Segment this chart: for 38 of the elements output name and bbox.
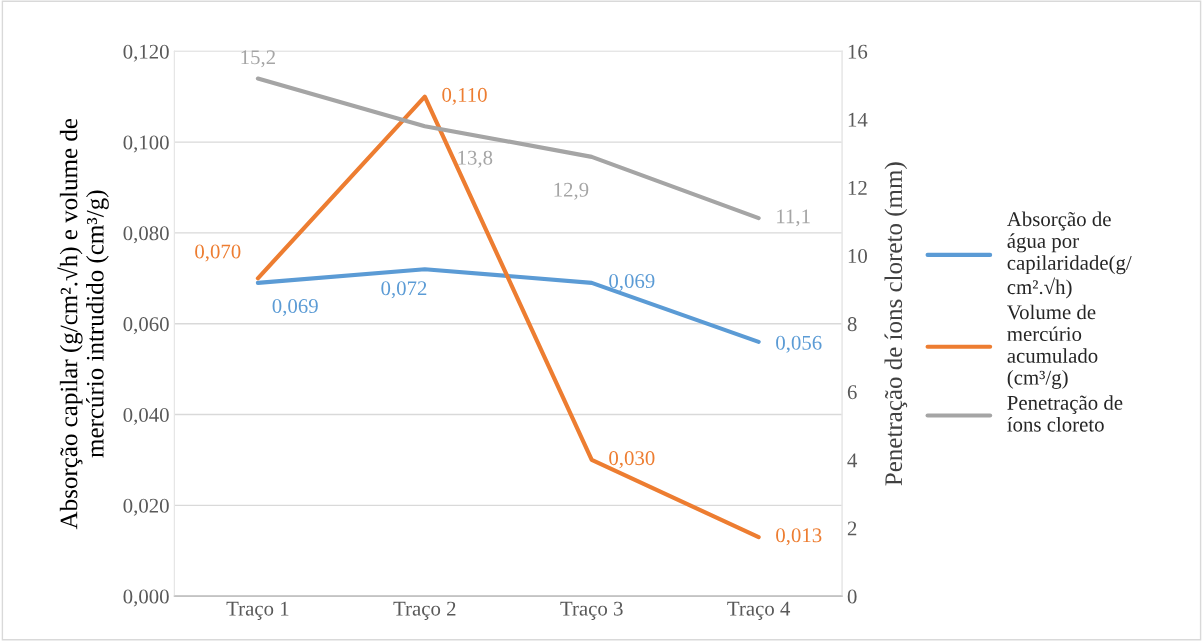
x-tick-label: Traço 4 [727, 601, 791, 620]
y2-tick-label: 4 [847, 453, 858, 468]
y2-tick-label: 14 [848, 112, 868, 127]
x-tick-label: Traço 1 [226, 601, 289, 620]
data-label: 15,2 [241, 50, 275, 68]
y-tick-label: 0,120 [123, 44, 169, 62]
data-label: 0,072 [381, 281, 427, 299]
y2-tick-label: 10 [848, 248, 867, 264]
y2-tick-label: 2 [847, 521, 857, 536]
data-label: 0,069 [609, 274, 655, 292]
y-tick-label: 0,100 [123, 135, 169, 153]
x-tick-label: Traço 2 [393, 601, 456, 620]
legend-label: Absorção de água por capilaridade(g/cm².√h) [1006, 211, 1132, 299]
y2-tick-label: 6 [847, 385, 857, 400]
y-tick-label: 0,000 [123, 589, 169, 607]
data-label: 0,030 [609, 451, 655, 469]
y-tick-label: 0,060 [123, 317, 169, 335]
data-label: 12,9 [554, 182, 589, 200]
y2-tick-label: 16 [848, 44, 868, 59]
y-axis-title: Absorção capilar (g/cm².√h) e volume de mercúrio intrudido (cm³/g) [57, 118, 109, 530]
y2-tick-label: 8 [847, 317, 857, 332]
legend-label: Penetração de íons cloreto [1007, 395, 1123, 432]
data-label: 0,070 [195, 244, 241, 262]
data-label: 13,8 [458, 150, 493, 168]
x-tick-label: Traço 3 [560, 601, 623, 620]
data-label: 0,013 [776, 528, 822, 546]
data-label: 0,056 [776, 335, 822, 353]
line-series [255, 76, 761, 221]
y-tick-label: 0,040 [123, 407, 169, 425]
y2-axis-title: Penetração de íons cloreto (mm) [884, 162, 908, 486]
data-label: 0,069 [272, 299, 318, 317]
data-label: 0,110 [442, 87, 487, 105]
legend-label: Volume de mercúrio acumulado (cm³/g) [1007, 304, 1098, 389]
y2-tick-label: 12 [848, 180, 867, 195]
y-tick-label: 0,080 [123, 226, 169, 244]
y-tick-label: 0,020 [123, 498, 169, 516]
y2-tick-label: 0 [847, 589, 857, 604]
data-label: 11,1 [777, 209, 810, 227]
